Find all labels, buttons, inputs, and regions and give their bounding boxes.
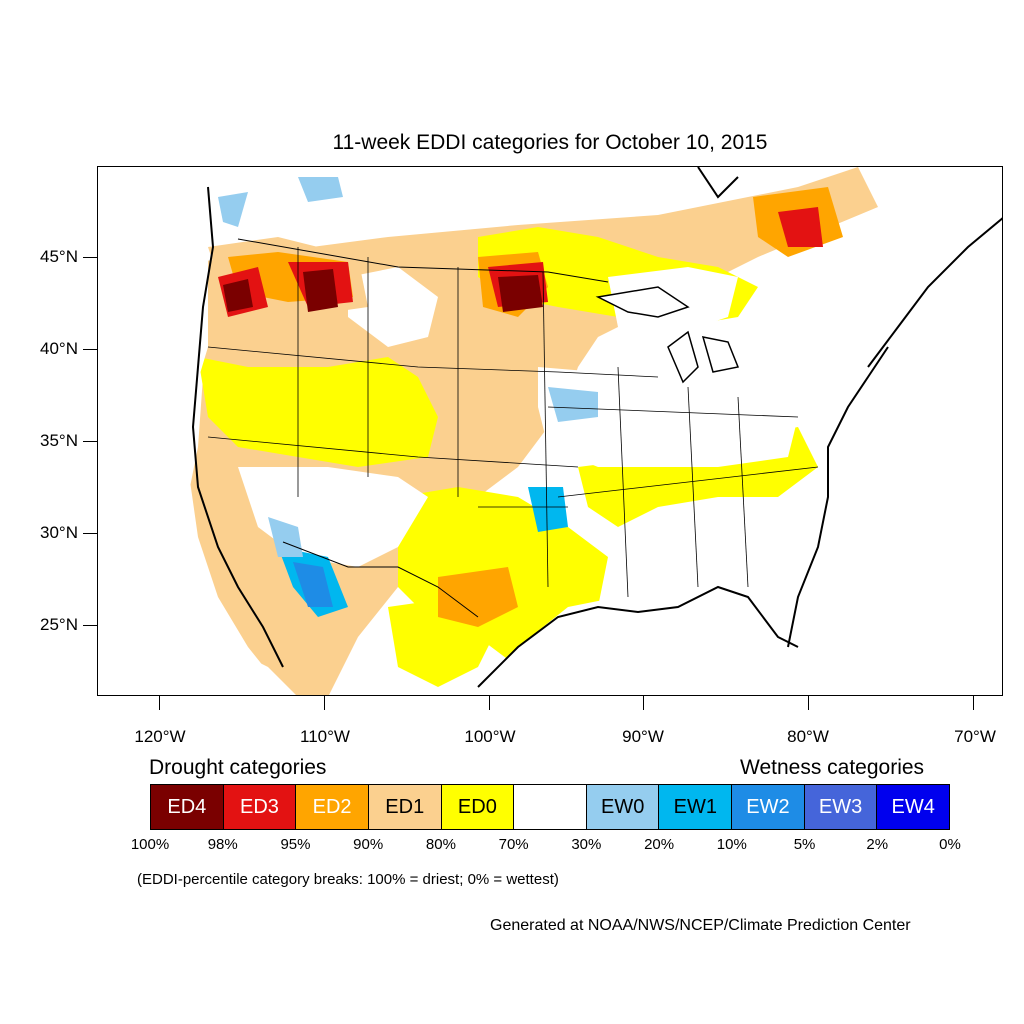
legend-break-label: 70% [498,836,529,853]
lat-label-40: 40°N [40,339,78,358]
state-borders [207,247,819,598]
region-ew1-oklahoma [528,487,568,532]
region-ew0-pnw [218,192,248,227]
wetness-categories-title: Wetness categories [740,756,925,779]
category-note: (EDDI-percentile category breaks: 100% =… [137,871,559,888]
lon-label-120: 120°W [134,727,186,746]
legend-break-label: 80% [425,836,456,853]
legend-break-label: 100% [130,836,170,853]
lon-tick [643,696,644,710]
lon-label-70: 70°W [954,727,996,746]
region-ew2-baja [293,562,333,607]
legend-cell-ed3: ED3 [223,785,297,829]
lat-label-25: 25°N [40,615,78,634]
lat-label-30: 30°N [40,523,78,542]
lat-tick [83,441,97,442]
region-neutral-north [348,267,438,347]
legend-cell-ew3: EW3 [804,785,878,829]
legend-cell-ed1: ED1 [368,785,442,829]
legend-break-label: 20% [644,836,675,853]
legend-cell-ew0: EW0 [586,785,660,829]
region-ed0-west [198,357,438,467]
great-lakes [595,286,740,384]
us-mexico-border [282,541,479,618]
legend-break-label: 0% [939,836,961,853]
ocean-gulf [478,567,818,695]
region-ed3-quebec [778,207,823,247]
legend-break-label: 5% [793,836,816,853]
legend-colorbar: ED4 ED3 ED2 ED1 ED0 EW0 EW1 EW2 EW3 EW4 [150,784,950,830]
lat-label-35: 35°N [40,431,78,450]
region-ed2-texas [438,567,518,627]
legend-cell-neutral [514,785,587,829]
legend-break-label: 10% [716,836,747,853]
region-ew0-canada [298,177,343,202]
lon-label-100: 100°W [464,727,516,746]
coastline-hudson [697,167,739,199]
lat-tick [83,257,97,258]
lon-tick [324,696,325,710]
legend-cell-ew1: EW1 [659,785,733,829]
coastline-gulf [477,585,799,688]
legend-cell-ed0: ED0 [441,785,515,829]
legend-cell-ed4: ED4 [151,785,224,829]
legend-cell-ew4: EW4 [877,785,950,829]
credit-text: Generated at NOAA/NWS/NCEP/Climate Predi… [490,917,911,934]
us-canada-border [237,238,609,283]
lon-tick [489,696,490,710]
legend-break-label: 2% [866,836,889,853]
map-title: 11-week EDDI categories for October 10, … [332,131,768,154]
region-ew0-baja [268,517,303,557]
lon-tick [159,696,160,710]
region-ed4-oregon [223,279,253,312]
lon-label-90: 90°W [622,727,664,746]
drought-categories-title: Drought categories [149,756,327,779]
legend-cell-ew2: EW2 [732,785,805,829]
ocean-atlantic [818,347,1002,695]
coastline-west [191,186,284,668]
coastline-canada-east [867,217,1002,368]
lat-tick [83,625,97,626]
map-frame [97,166,1003,696]
legend-break-label: 90% [353,836,384,853]
lat-tick [83,349,97,350]
coastline-east [787,346,889,648]
lon-label-80: 80°W [787,727,829,746]
eddi-map [98,167,1002,695]
lon-label-110: 110°W [300,727,350,746]
region-neutral-central [538,367,798,467]
region-ed4-idaho [303,269,338,312]
ocean-pacific [98,167,287,695]
lat-tick [83,533,97,534]
lon-tick [808,696,809,710]
legend-break-label: 95% [280,836,311,853]
legend-break-label: 30% [571,836,602,853]
lat-label-45: 45°N [40,247,78,266]
legend-cell-ed2: ED2 [296,785,369,829]
region-ed4-dakota [498,275,543,312]
legend-break-label: 98% [207,836,238,853]
lon-tick [973,696,974,710]
region-ew0-iowa [548,387,598,422]
